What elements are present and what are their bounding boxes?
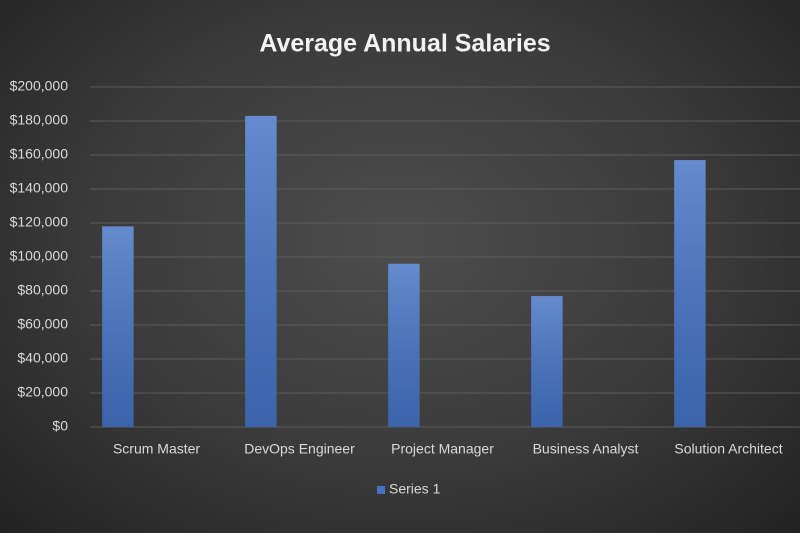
legend-swatch	[377, 486, 385, 494]
y-tick-label: $120,000	[10, 214, 69, 230]
y-tick-label: $0	[52, 418, 68, 434]
y-tick-label: $40,000	[17, 350, 68, 366]
x-tick-label: Project Manager	[391, 441, 494, 457]
x-tick-label: DevOps Engineer	[244, 441, 355, 457]
x-tick-label: Solution Architect	[674, 441, 782, 457]
legend-label: Series 1	[389, 481, 441, 497]
y-tick-label: $200,000	[10, 78, 69, 94]
y-tick-label: $180,000	[10, 112, 69, 128]
y-tick-label: $100,000	[10, 248, 69, 264]
bar-shade	[245, 115, 277, 428]
bar-shade	[674, 160, 706, 427]
x-tick-label: Business Analyst	[533, 441, 639, 457]
y-tick-label: $160,000	[10, 146, 69, 162]
bar-shade	[531, 296, 563, 427]
y-tick-label: $140,000	[10, 180, 69, 196]
y-tick-label: $60,000	[17, 316, 68, 332]
y-tick-label: $20,000	[17, 384, 68, 400]
x-tick-label: Scrum Master	[113, 441, 200, 457]
chart-title: Average Annual Salaries	[259, 30, 550, 58]
bar-shade	[388, 263, 420, 427]
bar-shade	[102, 226, 134, 427]
y-tick-label: $80,000	[17, 282, 68, 298]
